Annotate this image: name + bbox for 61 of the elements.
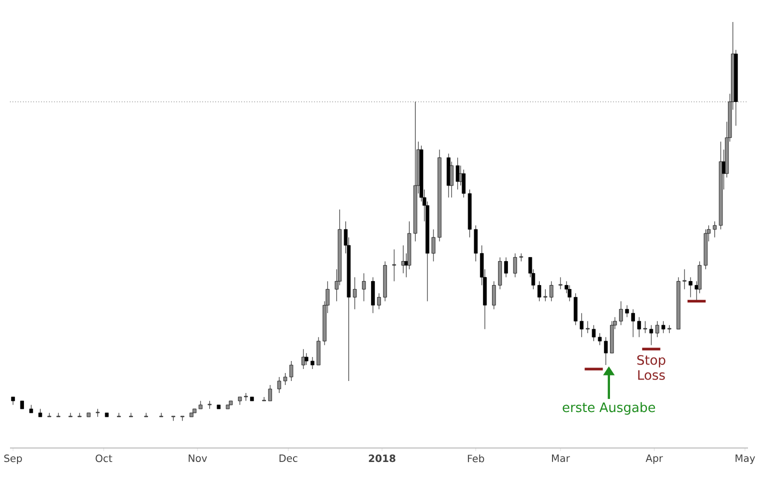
x-tick-label: Sep: [4, 454, 22, 464]
candlestick: [277, 376, 282, 394]
candlestick: [637, 316, 641, 338]
candlestick: [631, 308, 635, 338]
candlestick: [316, 336, 320, 366]
candlestick: [462, 169, 466, 198]
candlestick: [180, 416, 184, 422]
candlestick: [649, 324, 654, 346]
candlestick: [513, 253, 517, 278]
candlestick: [544, 288, 548, 302]
candlestick: [456, 157, 460, 190]
candlestick: [568, 285, 572, 302]
candlestick: [68, 412, 72, 418]
candlestick: [550, 281, 554, 302]
candlestick: [574, 292, 578, 326]
candlestick: [78, 412, 82, 418]
candlestick: [302, 348, 306, 370]
x-tick-label: May: [736, 454, 756, 464]
candlestick: [537, 281, 542, 302]
candlestick: [580, 312, 584, 338]
x-tick-label: Feb: [468, 454, 484, 462]
candlestick: [392, 249, 396, 282]
candlestick: [362, 273, 366, 302]
x-tick-label: 2018: [368, 454, 396, 462]
candlestick: [504, 257, 508, 278]
candlestick: [377, 292, 381, 310]
candlestick: [498, 257, 502, 290]
candlestick: [604, 336, 608, 366]
candlestick: [643, 320, 648, 334]
candlestick: [171, 416, 176, 422]
candlestick: [712, 221, 717, 238]
candlestick: [289, 360, 294, 382]
candlestick: [688, 277, 692, 298]
x-tick-label: Apr: [646, 454, 663, 464]
candlestick: [625, 304, 629, 318]
candlestick: [682, 269, 686, 290]
x-tick-label: Oct: [96, 454, 112, 462]
candlestick: [432, 229, 436, 262]
candlestick: [592, 324, 596, 342]
x-tick-label: Nov: [188, 454, 207, 462]
candlestick: [655, 320, 660, 338]
annotation: erste Ausgabe: [562, 402, 656, 415]
candlestick: [268, 384, 272, 402]
annotation: Stop Loss: [637, 355, 666, 380]
candlestick: [586, 320, 590, 334]
candlestick: [619, 300, 623, 326]
candlestick: [450, 161, 454, 198]
candlestick: [283, 372, 288, 386]
candlestick: [474, 225, 478, 262]
x-tick-label: Dec: [280, 454, 298, 462]
candlestick: [310, 356, 314, 370]
candlestick: [352, 277, 357, 310]
candlestick: [262, 396, 266, 402]
x-tick-label: Mar: [552, 454, 570, 462]
candlestick: [492, 281, 496, 310]
candlestick: [304, 352, 308, 366]
candlestick: [129, 412, 133, 418]
candlestick: [558, 277, 562, 290]
candlestick: [661, 320, 666, 334]
candlestick: [371, 277, 375, 314]
candlestick: [598, 332, 602, 346]
